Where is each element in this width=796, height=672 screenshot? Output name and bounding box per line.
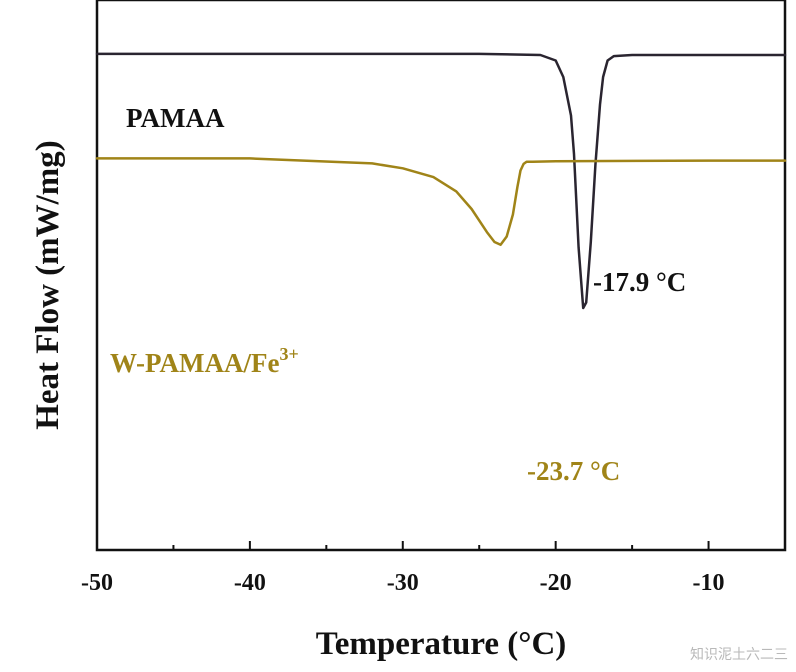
x-tick-label: -20 bbox=[540, 570, 572, 596]
peak-label-w-pamaa-fe: -23.7 °C bbox=[527, 456, 620, 486]
plot-frame bbox=[95, 0, 787, 552]
x-tick-label: -40 bbox=[234, 570, 266, 596]
x-tick-label: -30 bbox=[387, 570, 419, 596]
series-label-pamaa: PAMAA bbox=[126, 103, 225, 133]
peak-label-pamaa: -17.9 °C bbox=[593, 267, 686, 297]
x-ticks: -50 -40 -30 -20 -10 bbox=[81, 541, 786, 596]
x-axis-title: Temperature (°C) bbox=[316, 626, 567, 662]
series-line-pamaa bbox=[95, 52, 787, 310]
series-label-w-pamaa-fe-superscript: 3+ bbox=[279, 344, 298, 364]
series-lines bbox=[95, 52, 787, 310]
series-line-w-pamaa-fe bbox=[95, 157, 787, 247]
x-tick-label: -50 bbox=[81, 570, 113, 596]
y-axis-title: Heat Flow (mW/mg) bbox=[30, 140, 66, 430]
series-label-w-pamaa-fe: W-PAMAA/Fe3+ bbox=[110, 344, 299, 378]
series-label-w-pamaa-fe-base: W-PAMAA/Fe bbox=[110, 348, 279, 378]
watermark: 知识泥土六二三 bbox=[690, 647, 788, 663]
x-tick-label: -10 bbox=[693, 570, 725, 596]
